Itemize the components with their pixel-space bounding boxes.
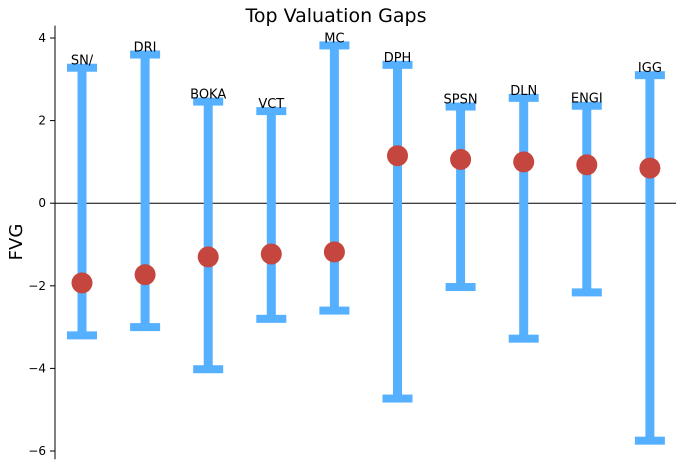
error-bar-cap-low [634, 436, 665, 445]
error-bar [582, 105, 592, 293]
error-bar-cap-high [382, 60, 413, 69]
error-bar-cap-high [445, 102, 476, 111]
error-bar-cap-high [319, 41, 350, 50]
error-bar [393, 64, 402, 399]
category-label: DPH [384, 51, 412, 66]
error-bar-cap-low [256, 314, 287, 323]
category-label: DLN [510, 84, 537, 99]
error-bar-cap-low [571, 288, 602, 297]
error-bar-cap-low [382, 394, 413, 403]
category-label: IGG [638, 61, 662, 76]
value-point [576, 154, 598, 176]
value-point [387, 145, 408, 167]
y-tick-label: −4 [28, 361, 46, 375]
error-bar-cap-low [67, 331, 97, 340]
error-bar-cap-low [193, 365, 224, 374]
category-label: DRI [134, 41, 157, 56]
value-point [323, 241, 345, 263]
category-label: BOKA [190, 88, 226, 103]
y-axis-ticks: −6 −4 −2 0 2 4 [28, 31, 55, 458]
category-label: SN/ [71, 54, 94, 69]
error-bar-cap-high [256, 107, 287, 116]
value-point [197, 246, 219, 268]
category-label: VCT [258, 97, 284, 112]
y-tick-label: −6 [28, 444, 46, 458]
value-points [71, 145, 661, 294]
category-labels: SN/DRI BOKA VCT MC DPH SPSN DLN ENGI IGG [71, 31, 662, 112]
error-bar-cap-high [634, 71, 665, 80]
error-bar [266, 111, 276, 319]
y-axis-label: FVG [6, 224, 27, 261]
error-bar [645, 75, 655, 441]
y-tick-label: 4 [38, 31, 46, 45]
error-bar-cap-high [508, 93, 539, 102]
value-point [134, 264, 156, 286]
value-point [71, 272, 93, 294]
value-point [513, 151, 535, 173]
error-bar-cap-high [193, 97, 224, 106]
category-label: SPSN [444, 93, 478, 108]
error-bar-cap-low [319, 306, 350, 315]
value-point [450, 148, 472, 170]
category-label: ENGI [571, 92, 603, 107]
error-bar [456, 106, 466, 288]
error-bars [67, 41, 665, 445]
value-point [260, 243, 282, 265]
error-bar [329, 45, 339, 311]
value-point [639, 157, 661, 179]
y-tick-label: 2 [38, 114, 46, 128]
error-bar [519, 97, 529, 339]
y-tick-label: 0 [38, 196, 46, 210]
error-bar-cap-high [67, 63, 97, 72]
error-bar [77, 67, 87, 336]
category-label: MC [324, 31, 344, 46]
chart-title: Top Valuation Gaps [245, 5, 427, 27]
error-bar [203, 101, 213, 370]
error-bar [140, 54, 150, 328]
error-bar-cap-high [571, 101, 602, 110]
error-bar-cap-low [445, 283, 476, 292]
y-tick-label: −2 [28, 279, 46, 293]
error-bar-cap-low [508, 334, 539, 343]
error-bar-cap-high [130, 50, 161, 59]
error-bar-cap-low [130, 323, 161, 332]
